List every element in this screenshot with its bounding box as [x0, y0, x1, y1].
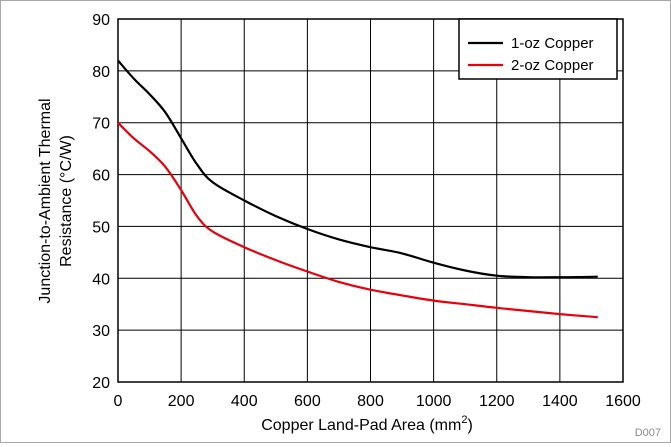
y-tick-label: 20 — [92, 375, 110, 392]
legend: 1-oz Copper 2-oz Copper — [458, 18, 618, 80]
x-tick-label: 400 — [231, 393, 258, 410]
figure-code: D007 — [635, 427, 661, 439]
y-tick-label: 70 — [92, 116, 110, 133]
x-tick-label: 600 — [294, 393, 321, 410]
legend-label-2-oz-copper: 2-oz Copper — [511, 57, 594, 74]
x-tick-label: 1200 — [479, 393, 515, 410]
x-axis-label-main: Copper Land-Pad Area (mm — [261, 417, 461, 434]
x-tick-label: 1000 — [416, 393, 452, 410]
plot-area — [117, 18, 624, 383]
x-tick-label: 1600 — [605, 393, 641, 410]
x-axis-label-superscript: 2 — [461, 414, 467, 426]
y-tick-label: 50 — [92, 219, 110, 236]
y-tick-label: 80 — [92, 64, 110, 81]
series-line-1-oz-copper — [117, 59, 598, 279]
y-tick-label: 40 — [92, 271, 110, 288]
y-tick-label: 30 — [92, 323, 110, 340]
x-axis-label-close: ) — [467, 417, 472, 434]
series-line-2-oz-copper — [117, 121, 598, 319]
y-axis-label-line1: Junction-to-Ambient Thermal — [37, 98, 54, 303]
x-tick-label: 200 — [168, 393, 195, 410]
y-tick-label: 90 — [92, 12, 110, 29]
x-tick-label: 0 — [114, 393, 123, 410]
x-tick-label: 800 — [357, 393, 384, 410]
series-layer — [117, 59, 598, 319]
legend-box — [458, 18, 618, 80]
y-tick-label: 60 — [92, 168, 110, 185]
x-tick-label: 1400 — [542, 393, 578, 410]
y-axis-label-line2: Resistance (°C/W) — [58, 135, 75, 267]
x-axis-ticks: 0 200 400 600 800 1000 1200 1400 1600 — [114, 393, 641, 410]
legend-label-1-oz-copper: 1-oz Copper — [511, 35, 594, 52]
y-axis-ticks: 20 30 40 50 60 70 80 90 — [92, 12, 110, 392]
x-axis-label: Copper Land-Pad Area (mm2) — [261, 414, 473, 434]
